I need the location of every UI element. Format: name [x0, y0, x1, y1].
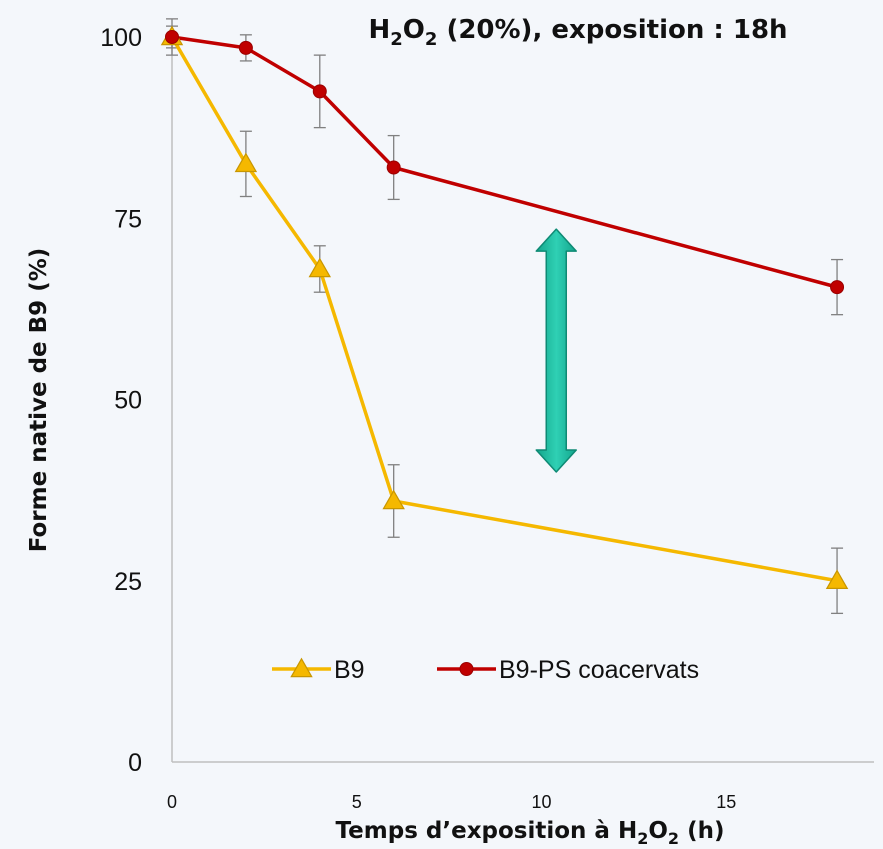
data-point-triangle: [825, 569, 849, 590]
legend-marker-triangle: [290, 657, 313, 678]
chart-title-part: 2: [390, 29, 403, 50]
chart-title-part: 2: [425, 29, 438, 50]
data-point-triangle: [234, 152, 258, 173]
x-tick-label: 5: [352, 792, 362, 812]
data-point-triangle: [308, 257, 332, 278]
legend-marker-circle: [459, 662, 474, 676]
data-point-circle: [312, 84, 327, 99]
y-tick-label: 75: [114, 205, 142, 233]
series-line-2: [171, 35, 838, 289]
y-tick-label: 100: [100, 24, 142, 52]
legend: B9 B9-PS coacervats: [272, 656, 699, 684]
chart-title-part: (20%), exposition : 18h: [437, 15, 787, 45]
series-lines: [170, 35, 838, 583]
x-axis-title-part: 2: [637, 829, 648, 848]
data-point-circle: [238, 40, 253, 55]
annotations: [535, 228, 578, 473]
x-axis-title-part: Temps d’exposition à H: [336, 818, 638, 844]
data-point-triangle: [382, 489, 405, 510]
y-tick-label: 25: [114, 568, 142, 596]
x-axis-title-part: O: [648, 818, 668, 844]
chart-title-part: H: [368, 15, 390, 45]
x-axis-title: Temps d’exposition à H2O2 (h): [336, 818, 725, 848]
y-axis-title: Forme native de B9 (%): [26, 248, 52, 553]
data-point-circle: [830, 280, 845, 295]
series-line-1: [170, 36, 838, 583]
legend-label: B9-PS coacervats: [499, 656, 699, 684]
legend-label: B9: [334, 656, 365, 684]
legend-item: B9-PS coacervats: [437, 656, 699, 684]
x-axis-title-part: 2: [668, 829, 679, 848]
x-tick-label: 0: [167, 792, 177, 812]
data-point-circle: [165, 30, 179, 44]
y-tick-label: 50: [114, 387, 142, 415]
chart-title-part: O: [403, 15, 425, 45]
chart-title: H2O2 (20%), exposition : 18h: [368, 15, 787, 50]
legend-item: B9: [272, 656, 365, 684]
double-arrow-icon: [535, 228, 578, 473]
x-tick-label: 15: [716, 792, 736, 812]
axes: 0 25 50 75 100 0 5 10 15: [100, 24, 874, 812]
data-point-circle: [386, 160, 401, 175]
x-axis-title-part: (h): [679, 818, 724, 844]
series-markers: [160, 25, 849, 590]
error-bars: [166, 18, 844, 615]
y-tick-label: 0: [128, 749, 142, 777]
x-tick-label: 10: [531, 792, 551, 812]
